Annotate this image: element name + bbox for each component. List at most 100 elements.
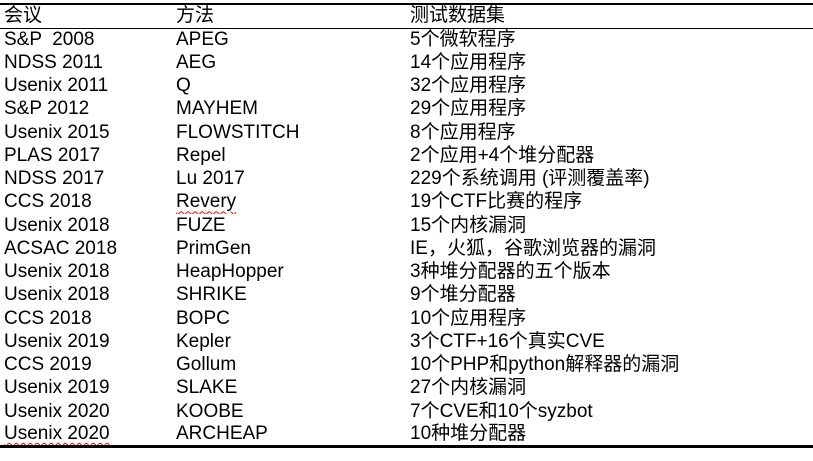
cell-method: Revery: [176, 191, 410, 214]
cell-text: CCS 2018: [4, 191, 92, 213]
cell-text: FUZE: [176, 214, 226, 236]
cell-dataset: 229个系统调用 (评测覆盖率): [410, 168, 813, 191]
cell-text: Lu 2017: [176, 168, 245, 190]
cell-method: BOPC: [176, 307, 410, 330]
cell-dataset: 8个应用程序: [410, 121, 813, 144]
table-row: Usenix 2019 SLAKE 27个内核漏洞: [0, 377, 813, 400]
column-header-method: 方法: [176, 5, 215, 27]
cell-text: NDSS 2011: [4, 51, 103, 73]
cell-conference: PLAS 2017: [0, 144, 176, 167]
cell-dataset: 3个CTF+16个真实CVE: [410, 330, 813, 353]
cell-text: 5个微软程序: [410, 28, 516, 50]
column-header-dataset: 测试数据集: [410, 5, 506, 27]
cell-conference: CCS 2018: [0, 307, 176, 330]
cell-text: 10个应用程序: [410, 307, 527, 329]
cell-conference: Usenix 2018: [0, 261, 176, 284]
cell-conference: CCS 2019: [0, 354, 176, 377]
cell-text: 15个内核漏洞: [410, 214, 527, 236]
cell-method: AEG: [176, 51, 410, 74]
cell-text: Kepler: [176, 330, 231, 352]
table-row: CCS 2018 BOPC 10个应用程序: [0, 307, 813, 330]
table-row: Usenix 2018 HeapHopper 3种堆分配器的五个版本: [0, 261, 813, 284]
table-row: Usenix 2015 FLOWSTITCH 8个应用程序: [0, 121, 813, 144]
cell-text: 9个堆分配器: [410, 284, 516, 306]
table-body: S&P 2008 APEG 5个微软程序 NDSS 2011 AEG 14个应用程序 Use…: [0, 28, 813, 447]
cell-method: Lu 2017: [176, 168, 410, 191]
table-row: Usenix 2019 Kepler 3个CTF+16个真实CVE: [0, 330, 813, 353]
cell-method: Q: [176, 75, 410, 98]
cell-text: SHRIKE: [176, 284, 247, 306]
table-row: S&P 2012 MAYHEM 29个应用程序: [0, 98, 813, 121]
cell-dataset: 9个堆分配器: [410, 284, 813, 307]
cell-text: BOPC: [176, 307, 230, 329]
cell-text: Usenix 2018: [4, 214, 110, 236]
cell-conference: Usenix 2018: [0, 284, 176, 307]
cell-text: Usenix 2019: [4, 377, 110, 399]
cell-text: 27个内核漏洞: [410, 377, 527, 399]
cell-text: 29个应用程序: [410, 98, 527, 120]
cell-dataset: 5个微软程序: [410, 28, 813, 51]
cell-text: 32个应用程序: [410, 75, 527, 97]
cell-conference: Usenix 2019: [0, 377, 176, 400]
cell-conference: Usenix 2020: [0, 400, 176, 423]
cell-text-misspelled: Revery: [176, 191, 237, 213]
cell-conference: S&P 2012: [0, 98, 176, 121]
cell-method: Kepler: [176, 330, 410, 353]
cell-text: 3种堆分配器的五个版本: [410, 261, 611, 283]
cell-text: 14个应用程序: [410, 51, 527, 73]
cell-method: ARCHEAP: [176, 423, 410, 446]
cell-dataset: 27个内核漏洞: [410, 377, 813, 400]
cell-dataset: 15个内核漏洞: [410, 214, 813, 237]
table-row: NDSS 2017 Lu 2017 229个系统调用 (评测覆盖率): [0, 168, 813, 191]
cell-text: SLAKE: [176, 377, 238, 399]
cell-text: 8个应用程序: [410, 121, 516, 143]
cell-text: Usenix 2018: [4, 261, 110, 283]
cell-text: 10种堆分配器: [410, 423, 527, 445]
cell-method: Repel: [176, 144, 410, 167]
cell-text: Gollum: [176, 354, 237, 376]
table-row: Usenix 2020 ARCHEAP 10种堆分配器: [0, 423, 813, 446]
cell-dataset: 29个应用程序: [410, 98, 813, 121]
cell-text-misspelled: Usenix 2020: [4, 423, 110, 445]
cell-dataset: 19个CTF比赛的程序: [410, 191, 813, 214]
cell-dataset: 2个应用+4个堆分配器: [410, 144, 813, 167]
cell-method: APEG: [176, 28, 410, 51]
table-row: CCS 2019 Gollum 10个PHP和python解释器的漏洞: [0, 354, 813, 377]
cell-method: KOOBE: [176, 400, 410, 423]
table-row: PLAS 2017 Repel 2个应用+4个堆分配器: [0, 144, 813, 167]
cell-text: 19个CTF比赛的程序: [410, 191, 583, 213]
cell-method: FLOWSTITCH: [176, 121, 410, 144]
cell-method: FUZE: [176, 214, 410, 237]
cell-text: ARCHEAP: [176, 423, 268, 445]
cell-dataset: 32个应用程序: [410, 75, 813, 98]
cell-text: Q: [176, 75, 191, 97]
cell-text: 2个应用+4个堆分配器: [410, 144, 595, 166]
cell-text: Repel: [176, 144, 226, 166]
cell-text: 229个系统调用 (评测覆盖率): [410, 168, 650, 190]
cell-conference: NDSS 2017: [0, 168, 176, 191]
cell-text: FLOWSTITCH: [176, 121, 300, 143]
cell-text: MAYHEM: [176, 98, 258, 120]
table-row: Usenix 2011 Q 32个应用程序: [0, 75, 813, 98]
cell-dataset: 7个CVE和10个syzbot: [410, 400, 813, 423]
cell-text: Usenix 2019: [4, 330, 110, 352]
cell-conference: ACSAC 2018: [0, 237, 176, 260]
cell-conference: S&P 2008: [0, 28, 176, 51]
cell-text: Usenix 2020: [4, 400, 110, 422]
cell-conference: Usenix 2015: [0, 121, 176, 144]
cell-method: SLAKE: [176, 377, 410, 400]
cell-text: APEG: [176, 28, 229, 50]
cell-text: CCS 2019: [4, 354, 92, 376]
table-row: ACSAC 2018 PrimGen IE，火狐，谷歌浏览器的漏洞: [0, 237, 813, 260]
cell-method: HeapHopper: [176, 261, 410, 284]
cell-text: KOOBE: [176, 400, 244, 422]
cell-dataset: 10个应用程序: [410, 307, 813, 330]
cell-text: IE，火狐，谷歌浏览器的漏洞: [410, 237, 656, 259]
cell-text: PLAS 2017: [4, 144, 101, 166]
table-row: Usenix 2018 SHRIKE 9个堆分配器: [0, 284, 813, 307]
cell-text: NDSS 2017: [4, 168, 105, 190]
cell-dataset: 10个PHP和python解释器的漏洞: [410, 354, 813, 377]
cell-dataset: 3种堆分配器的五个版本: [410, 261, 813, 284]
cell-text: AEG: [176, 51, 217, 73]
